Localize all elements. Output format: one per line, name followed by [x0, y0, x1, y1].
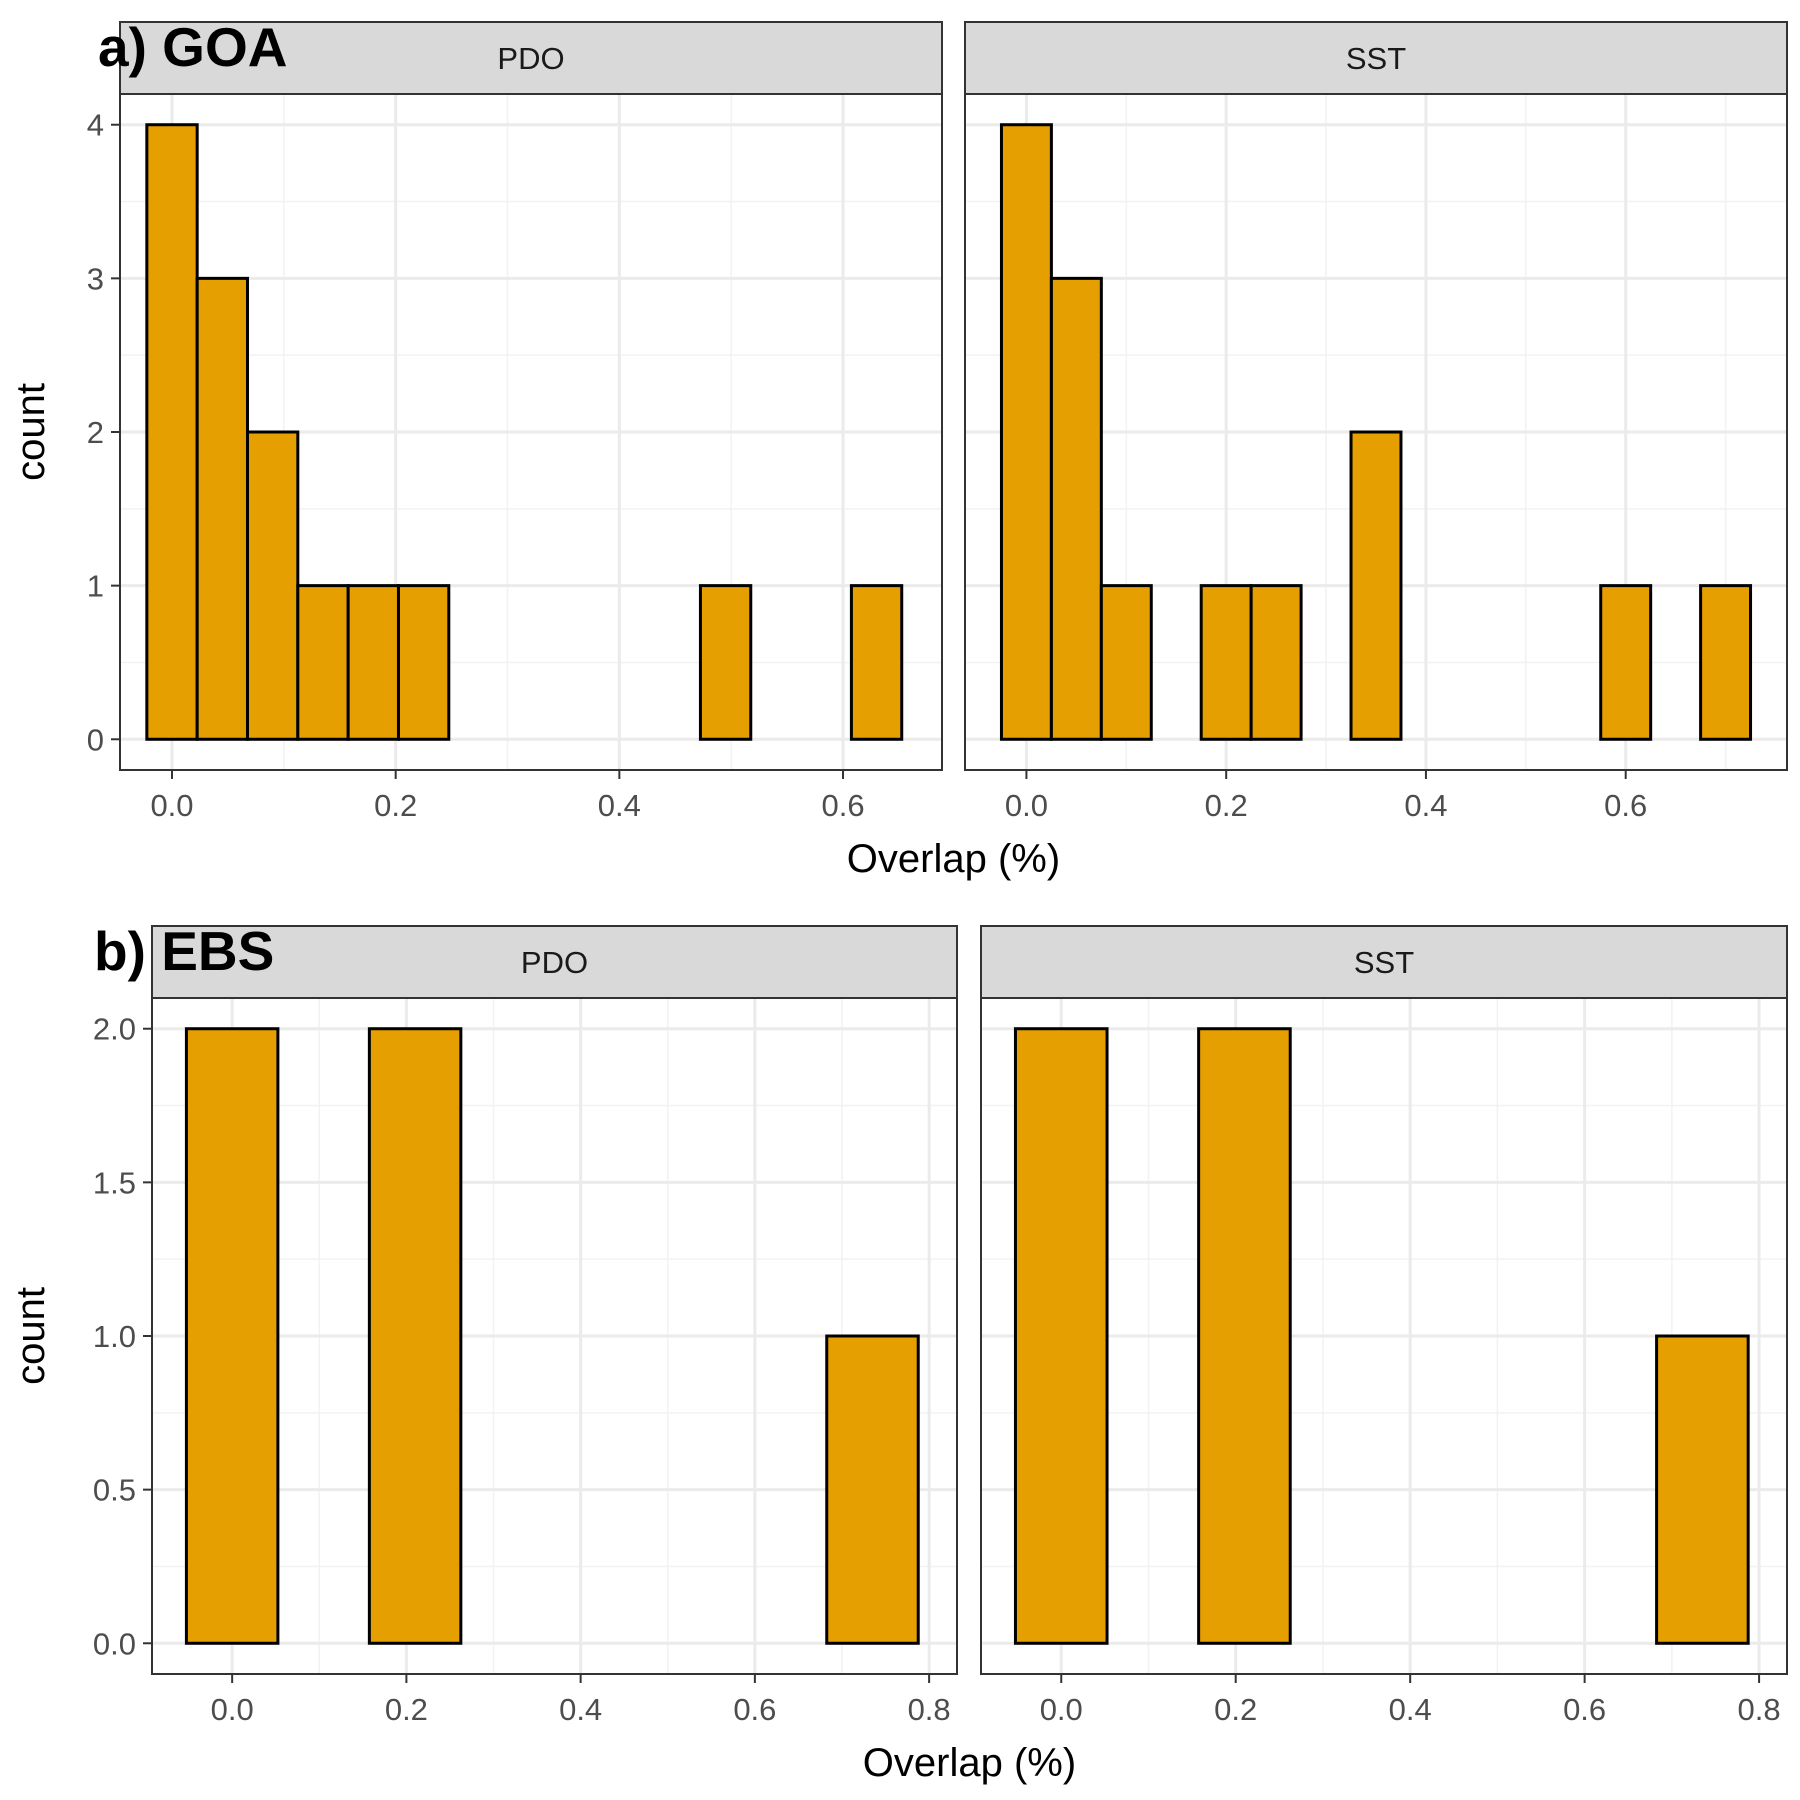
x-tick-label: 0.2 — [385, 1692, 428, 1727]
x-axis-title: Overlap (%) — [847, 837, 1060, 881]
histogram-bar — [195, 276, 249, 741]
histogram-bar — [1099, 584, 1153, 741]
histogram-bar — [1199, 584, 1253, 741]
histogram-bar — [1013, 1027, 1109, 1645]
x-tick-label: 0.6 — [733, 1692, 776, 1727]
x-tick-label: 0.2 — [374, 788, 417, 823]
y-tick-label: 2.0 — [93, 1012, 136, 1047]
y-tick-label: 0 — [87, 722, 104, 757]
x-axis-title: Overlap (%) — [863, 1741, 1076, 1785]
panel-tag: b) EBS — [94, 920, 274, 982]
y-tick-label: 4 — [87, 108, 104, 143]
facet-sst-ebs: SST 0.0 0.2 0.4 0.6 0.8 — [980, 925, 1788, 1727]
panel-tag: a) GOA — [98, 16, 287, 78]
histogram-bar — [698, 584, 753, 741]
facet-strip — [151, 925, 958, 999]
chart-row-a: PDO 0.0 0.2 0.4 0.6 0 1 2 3 4 SST 0.0 0.2 0.4 0.6 Overl… — [9, 16, 1788, 881]
histogram-bar — [1655, 1334, 1750, 1645]
histogram-bar — [245, 430, 300, 741]
x-tick-label: 0.8 — [1738, 1692, 1781, 1727]
y-axis-title: count — [9, 1287, 53, 1385]
histogram-bar — [1699, 584, 1753, 741]
facet-strip — [980, 925, 1788, 999]
x-tick-label: 0.0 — [150, 788, 193, 823]
histogram-bar — [184, 1027, 280, 1645]
x-tick-label: 0.2 — [1214, 1692, 1257, 1727]
facet-strip-label: PDO — [521, 945, 588, 980]
facet-pdo-goa: PDO 0.0 0.2 0.4 0.6 0 1 2 3 4 — [87, 21, 943, 823]
y-tick-label: 1 — [87, 569, 104, 604]
histogram-bar — [396, 584, 451, 741]
y-tick-label: 1.0 — [93, 1319, 136, 1354]
histogram-bar — [1249, 584, 1303, 741]
x-tick-label: 0.0 — [1005, 788, 1048, 823]
facet-pdo-ebs: PDO 0.0 0.2 0.4 0.6 0.8 0.0 0.5 1.0 1.5 2.0 — [93, 925, 958, 1727]
histogram-bar — [849, 584, 904, 741]
x-tick-label: 0.6 — [1563, 1692, 1606, 1727]
x-tick-label: 0.0 — [211, 1692, 254, 1727]
histogram-bar — [1049, 276, 1103, 741]
x-tick-label: 0.6 — [821, 788, 864, 823]
y-tick-label: 0.5 — [93, 1473, 136, 1508]
x-tick-label: 0.2 — [1205, 788, 1248, 823]
y-tick-label: 3 — [87, 261, 104, 296]
histogram-bar — [999, 123, 1053, 741]
facet-strip — [119, 21, 943, 95]
x-tick-label: 0.8 — [908, 1692, 951, 1727]
x-tick-label: 0.4 — [1389, 1692, 1432, 1727]
facet-sst-goa: SST 0.0 0.2 0.4 0.6 — [964, 21, 1788, 823]
histogram-bar — [825, 1334, 920, 1645]
y-tick-label: 0.0 — [93, 1626, 136, 1661]
x-tick-label: 0.4 — [598, 788, 641, 823]
histogram-bar — [367, 1027, 463, 1645]
histogram-bar — [1599, 584, 1653, 741]
x-tick-label: 0.6 — [1604, 788, 1647, 823]
y-tick-label: 2 — [87, 415, 104, 450]
x-tick-label: 0.4 — [559, 1692, 602, 1727]
histogram-bar — [1197, 1027, 1292, 1645]
x-tick-label: 0.4 — [1404, 788, 1447, 823]
facet-strip-label: PDO — [497, 41, 564, 76]
histogram-bar — [145, 123, 199, 741]
x-tick-label: 0.0 — [1040, 1692, 1083, 1727]
histogram-bar — [346, 584, 400, 741]
facet-strip — [964, 21, 1788, 95]
histogram-bar — [296, 584, 350, 741]
y-axis-title: count — [9, 383, 53, 481]
facet-strip-label: SST — [1346, 41, 1406, 76]
y-tick-label: 1.5 — [93, 1165, 136, 1200]
facet-strip-label: SST — [1354, 945, 1414, 980]
chart-row-b: PDO 0.0 0.2 0.4 0.6 0.8 0.0 0.5 1.0 1.5 2.0 SST 0.0 0… — [9, 920, 1788, 1785]
histogram-bar — [1349, 430, 1403, 741]
